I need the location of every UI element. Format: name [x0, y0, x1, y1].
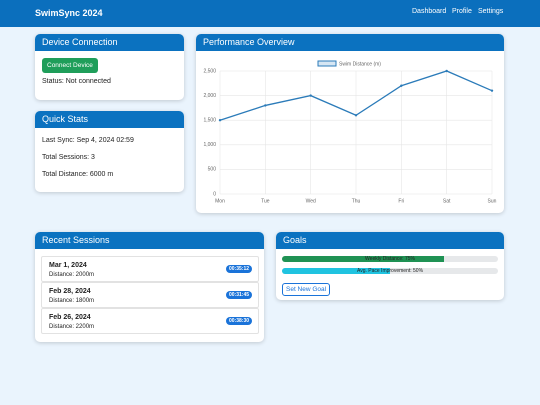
- x-tick-label: Thu: [352, 198, 361, 204]
- session-item: Feb 28, 2024 Distance: 1800m 00:31:45: [41, 282, 259, 308]
- nav-link[interactable]: Dashboard: [412, 8, 447, 15]
- stat: Total Sessions: 3: [42, 154, 95, 161]
- y-tick-label: 2,500: [203, 68, 216, 74]
- card-title: Recent Sessions: [35, 232, 264, 249]
- progress-label: Weekly Distance: 75%: [365, 256, 415, 262]
- session-distance: Distance: 2000m: [49, 272, 95, 278]
- sessions-card: Recent Sessions Mar 1, 2024 Distance: 200…: [35, 232, 264, 342]
- set-goal-button[interactable]: Set New Goal: [282, 283, 331, 296]
- card-title: Quick Stats: [35, 111, 184, 128]
- goals-card: Goals Weekly Distance: 75% Avg. Pace Impr…: [276, 232, 504, 300]
- x-tick-label: Wed: [306, 198, 316, 204]
- x-tick-label: Sat: [443, 198, 451, 204]
- data-point: [490, 89, 494, 92]
- session-item: Feb 26, 2024 Distance: 2200m 00:38:30: [41, 308, 259, 334]
- session-time: 00:31:45: [225, 291, 252, 299]
- app-title: SwimSync 2024: [35, 8, 103, 18]
- x-tick-label: Tue: [261, 198, 270, 204]
- session-date: Mar 1, 2024: [49, 262, 87, 269]
- data-point: [218, 119, 222, 122]
- chart: 0 500 1,000 1,500 2,000 2,500 Mon Tue Wed Thu Fri S…: [203, 60, 497, 204]
- device-card: Device Connection Connect Device Status:…: [35, 34, 184, 100]
- session-time: 00:35:12: [225, 265, 252, 273]
- progress-track: [282, 268, 498, 274]
- y-tick-label: 1,500: [203, 118, 216, 124]
- stat: Total Distance: 6000 m: [42, 171, 114, 178]
- data-point: [309, 94, 312, 97]
- progress-fill: [282, 268, 390, 274]
- nav-link[interactable]: Profile: [452, 8, 472, 15]
- y-tick-label: 0: [213, 191, 216, 197]
- progress-track: [282, 256, 498, 262]
- session-date: Feb 26, 2024: [49, 314, 91, 321]
- session-date: Feb 28, 2024: [49, 288, 91, 295]
- legend-swatch: [317, 60, 337, 67]
- session-distance: Distance: 1800m: [49, 298, 95, 304]
- card-title: Device Connection: [35, 34, 184, 51]
- y-tick-label: 1,000: [203, 142, 216, 148]
- x-tick-label: Sun: [488, 198, 497, 204]
- stat: Last Sync: Sep 4, 2024 02:59: [42, 137, 134, 144]
- session-item: Mar 1, 2024 Distance: 2000m 00:35:12: [41, 256, 259, 282]
- connect-button[interactable]: Connect Device: [42, 58, 98, 73]
- performance-card: Performance Overview 0 500 1,000 1,500 2,000…: [196, 34, 504, 213]
- legend-label: Swim Distance (m): [339, 61, 381, 67]
- x-tick-label: Mon: [215, 198, 225, 204]
- status: Status: Not connected: [42, 78, 111, 85]
- progress-label: Avg. Pace Improvement: 50%: [356, 268, 424, 274]
- stats-card: Quick Stats Last Sync: Sep 4, 2024 02:59…: [35, 111, 184, 192]
- x-tick-label: Fri: [398, 198, 404, 204]
- data-point: [264, 104, 267, 107]
- session-time: 00:38:30: [225, 317, 252, 325]
- card-title: Goals: [276, 232, 504, 249]
- progress-fill: [282, 256, 444, 262]
- data-point: [445, 69, 448, 73]
- session-distance: Distance: 2200m: [49, 324, 95, 330]
- y-tick-label: 500: [208, 167, 217, 173]
- data-point: [354, 114, 358, 117]
- nav-link[interactable]: Settings: [478, 8, 504, 15]
- y-tick-label: 2,000: [203, 93, 216, 99]
- card-title: Performance Overview: [196, 34, 504, 51]
- data-point: [400, 84, 403, 87]
- navbar: SwimSync 2024 Dashboard Profile Settings: [0, 0, 540, 27]
